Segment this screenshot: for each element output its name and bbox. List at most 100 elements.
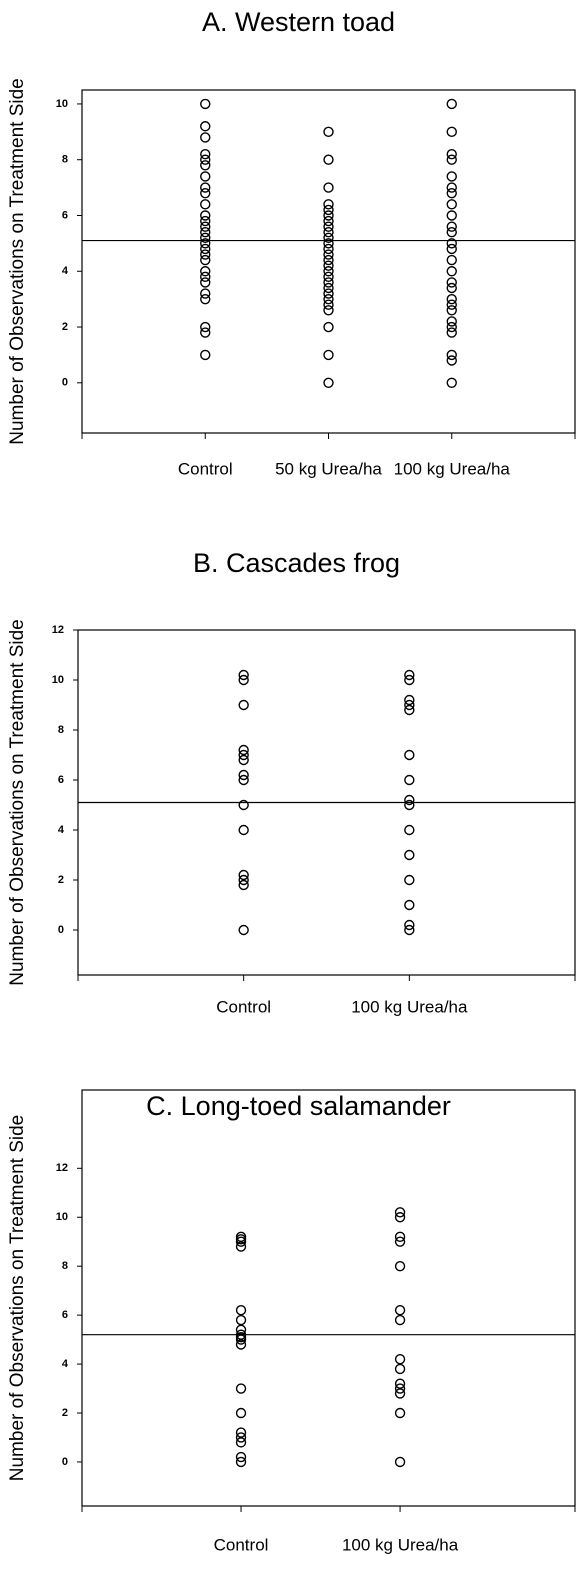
- y-tick-label: 10: [56, 98, 68, 110]
- data-point: [394, 1407, 406, 1419]
- data-point: [446, 210, 457, 221]
- data-point: [200, 160, 211, 171]
- data-point: [404, 849, 415, 861]
- data-point: [394, 1456, 406, 1468]
- data-point: [446, 377, 457, 389]
- data-point: [200, 121, 211, 132]
- data-point: [238, 774, 249, 786]
- data-point: [323, 249, 334, 260]
- data-point: [200, 132, 211, 143]
- data-point: [200, 182, 211, 193]
- data-point: [200, 238, 211, 249]
- data-point: [404, 794, 415, 806]
- data-point: [446, 187, 457, 199]
- data-point: [404, 774, 415, 786]
- data-point: [235, 1437, 247, 1448]
- data-point: [404, 824, 415, 836]
- panel-title: C. Long-toed salamander: [146, 1091, 451, 1121]
- data-point: [235, 1241, 247, 1252]
- data-point: [394, 1378, 406, 1389]
- data-point: [200, 349, 211, 361]
- x-tick-label: 100 kg Urea/ha: [351, 997, 468, 1016]
- data-point: [200, 254, 211, 266]
- data-point: [446, 355, 457, 366]
- data-point: [323, 266, 334, 277]
- data-point: [200, 327, 211, 338]
- data-point: [200, 293, 211, 305]
- data-point: [394, 1212, 406, 1223]
- data-point: [394, 1314, 406, 1326]
- data-point: [238, 699, 249, 711]
- y-tick-label: 4: [58, 824, 65, 836]
- y-tick-label: 6: [62, 209, 68, 221]
- data-point: [446, 182, 457, 193]
- data-point: [200, 98, 211, 110]
- data-point: [200, 148, 211, 160]
- x-tick-label: Control: [214, 1535, 269, 1554]
- data-point: [446, 277, 457, 288]
- data-point: [446, 199, 457, 210]
- data-point: [446, 254, 457, 266]
- data-point: [323, 377, 334, 389]
- y-tick-label: 6: [62, 1309, 68, 1321]
- data-point: [446, 327, 457, 338]
- data-point: [238, 749, 249, 761]
- data-point: [235, 1305, 247, 1316]
- data-point: [200, 215, 211, 227]
- data-point: [446, 98, 457, 110]
- data-point: [446, 148, 457, 160]
- data-point: [238, 674, 249, 686]
- y-tick-label: 0: [58, 924, 64, 936]
- y-tick-label: 12: [56, 1162, 68, 1174]
- data-point: [238, 669, 249, 681]
- y-tick-label: 8: [58, 724, 64, 736]
- x-tick-label: 50 kg Urea/ha: [275, 459, 382, 478]
- data-point: [446, 171, 457, 182]
- y-tick-label: 12: [52, 624, 64, 636]
- data-point: [238, 744, 249, 756]
- data-point: [235, 1451, 247, 1463]
- data-point: [200, 154, 211, 165]
- data-point: [404, 674, 415, 686]
- data-point: [404, 699, 415, 711]
- data-point: [200, 271, 211, 283]
- y-tick-label: 6: [58, 774, 64, 786]
- y-tick-label: 8: [62, 154, 68, 166]
- data-point: [446, 238, 457, 249]
- data-point: [235, 1324, 247, 1336]
- data-point: [200, 321, 211, 333]
- y-tick-label: 2: [62, 1407, 68, 1419]
- data-point: [404, 924, 415, 936]
- data-point: [323, 271, 334, 283]
- data-point: [446, 227, 457, 238]
- y-axis-title: Number of Observations on Treatment Side: [7, 78, 28, 444]
- data-point: [446, 126, 457, 138]
- data-point: [235, 1456, 247, 1468]
- data-point: [323, 260, 334, 271]
- data-point: [238, 824, 249, 836]
- data-point: [238, 869, 249, 881]
- data-point: [323, 243, 334, 255]
- data-point: [394, 1353, 406, 1365]
- data-point: [446, 154, 457, 165]
- data-point: [446, 349, 457, 361]
- y-tick-label: 4: [62, 1358, 69, 1370]
- data-point: [394, 1231, 406, 1243]
- data-point: [238, 769, 249, 781]
- data-point: [235, 1427, 247, 1438]
- data-point: [323, 254, 334, 266]
- data-point: [238, 879, 249, 891]
- data-point: [404, 669, 415, 681]
- x-tick-label: 100 kg Urea/ha: [394, 459, 511, 478]
- data-point: [446, 293, 457, 305]
- data-point: [200, 227, 211, 238]
- data-point: [394, 1207, 406, 1218]
- panel: B. Cascades frog Number of Observations o…: [7, 548, 576, 1016]
- y-tick-label: 2: [58, 874, 64, 886]
- data-point: [404, 874, 415, 886]
- data-point: [323, 126, 334, 138]
- y-tick-label: 10: [52, 674, 64, 686]
- data-point: [235, 1339, 247, 1350]
- data-point: [323, 293, 334, 305]
- y-tick-label: 2: [62, 321, 68, 333]
